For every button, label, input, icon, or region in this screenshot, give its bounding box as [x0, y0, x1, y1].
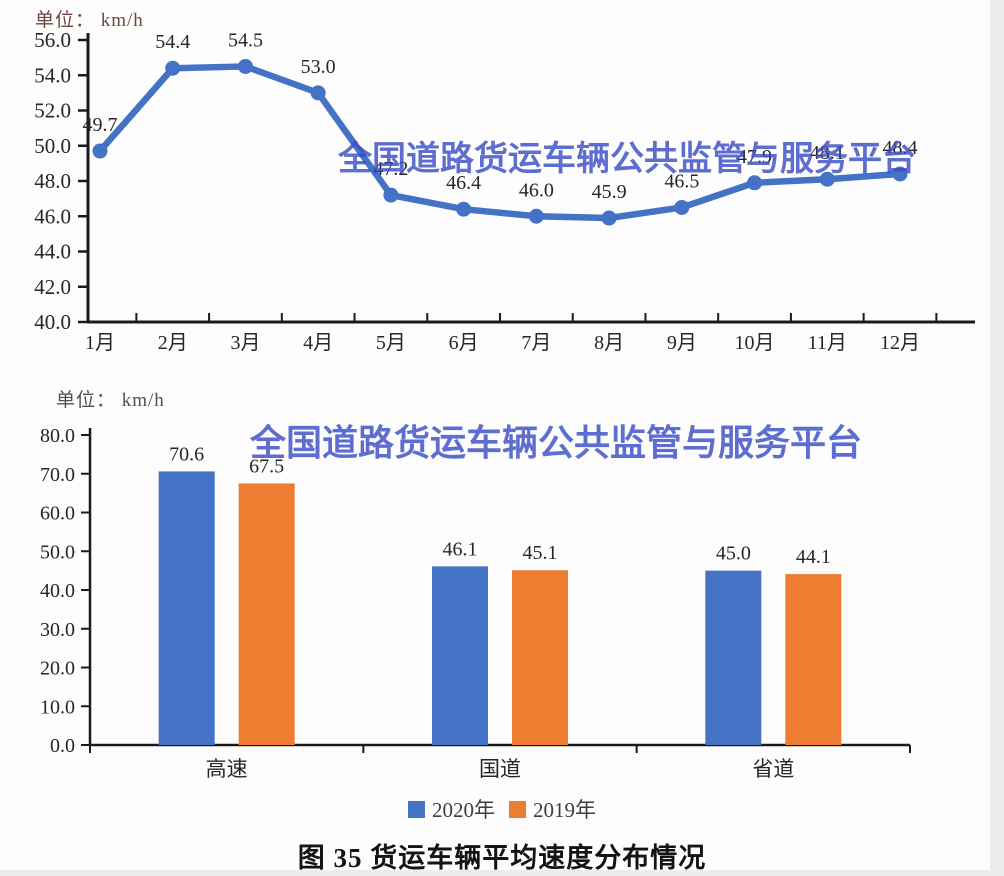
- bar-2019年-国道: [512, 570, 568, 745]
- bar-2020年-省道: [705, 570, 762, 745]
- x-tick-label: 6月: [449, 332, 479, 354]
- x-tick-label: 12月: [880, 332, 920, 354]
- bar-value-label: 44.1: [796, 546, 831, 568]
- data-point-label: 54.4: [155, 31, 190, 53]
- line-chart-unit-label: 单位： km/h: [35, 10, 144, 31]
- x-tick-label: 11月: [808, 332, 847, 354]
- x-tick-label: 1月: [85, 332, 115, 354]
- data-point-label: 49.7: [83, 114, 118, 136]
- y-tick-label: 20.0: [40, 658, 75, 680]
- bar-2019年-高速: [238, 483, 295, 745]
- data-point-label: 48.4: [883, 137, 918, 159]
- data-point-label: 47.9: [737, 146, 772, 168]
- legend-label: 2020年: [432, 798, 495, 822]
- data-point-label: 53.0: [301, 56, 336, 78]
- data-point-marker: [747, 175, 763, 191]
- figure-caption: 图 35 货运车辆平均速度分布情况: [297, 843, 707, 873]
- bar-value-label: 45.0: [716, 543, 751, 565]
- line-series: [96, 63, 904, 222]
- x-tick-label: 7月: [521, 332, 551, 354]
- data-point-marker: [383, 187, 399, 203]
- x-category-label: 国道: [479, 757, 521, 781]
- bar-2019年-省道: [785, 574, 842, 745]
- data-point-label: 47.2: [373, 158, 408, 180]
- data-point-marker: [528, 208, 544, 224]
- legend-label: 2019年: [533, 798, 596, 822]
- data-point-label: 54.5: [228, 29, 263, 51]
- data-point-label: 46.0: [519, 179, 554, 201]
- line-chart: 40.0 42.0 44.0 46.0 48.0 50.0 52.0 54.0 56.0 1月 2月…: [34, 28, 975, 354]
- y-tick-label: 48.0: [34, 169, 71, 193]
- scan-edge-bottom: [0, 870, 1004, 876]
- data-point-marker: [819, 171, 835, 187]
- y-tick-label: 54.0: [34, 63, 71, 87]
- x-tick-label: 9月: [667, 332, 697, 354]
- bar-2020年-高速: [158, 471, 215, 745]
- y-tick-label: 70.0: [40, 464, 75, 486]
- bar-2020年-国道: [432, 566, 488, 745]
- bar-value-label: 67.5: [249, 455, 284, 477]
- y-tick-label: 50.0: [34, 134, 71, 158]
- x-tick-label: 3月: [230, 332, 260, 354]
- data-point-label: 46.4: [446, 172, 481, 194]
- x-category-label: 高速: [206, 757, 248, 781]
- data-point-label: 45.9: [592, 181, 627, 203]
- legend-swatch: [408, 800, 425, 818]
- bar-value-label: 45.1: [523, 542, 558, 564]
- data-point-marker: [892, 166, 908, 182]
- data-point-marker: [92, 143, 108, 159]
- data-point-label: 48.1: [810, 142, 845, 164]
- y-tick-label: 40.0: [34, 310, 71, 334]
- data-point-marker: [674, 199, 690, 215]
- x-category-label: 省道: [752, 757, 794, 781]
- y-tick-label: 42.0: [34, 275, 71, 299]
- y-tick-label: 46.0: [34, 204, 71, 228]
- y-tick-label: 56.0: [34, 28, 71, 52]
- scan-edge-right: [990, 0, 1004, 876]
- x-tick-label: 10月: [735, 332, 775, 354]
- data-point-marker: [310, 85, 326, 101]
- bar-chart: 0.0 10.0 20.0 30.0 40.0 50.0 60.0 70.0 80.0 高速 国道 省…: [40, 425, 911, 781]
- x-tick-label: 4月: [303, 332, 333, 354]
- data-point-marker: [165, 60, 181, 76]
- legend-item-2020年: 2020年: [408, 794, 495, 824]
- data-point-marker: [456, 201, 472, 217]
- legend-swatch: [509, 800, 526, 818]
- y-tick-label: 44.0: [34, 240, 71, 264]
- watermark-line-chart: 全国道路货运车辆公共监管与服务平台: [338, 140, 916, 178]
- y-tick-label: 10.0: [40, 696, 75, 718]
- y-tick-label: 40.0: [40, 580, 75, 602]
- bar-chart-unit-label: 单位： km/h: [56, 390, 165, 411]
- watermark-bar-chart: 全国道路货运车辆公共监管与服务平台: [250, 422, 863, 463]
- x-tick-label: 8月: [594, 332, 624, 354]
- y-tick-label: 60.0: [40, 503, 75, 525]
- y-tick-label: 80.0: [40, 425, 75, 447]
- y-tick-label: 50.0: [40, 541, 75, 563]
- bar-value-label: 46.1: [443, 538, 478, 560]
- legend-item-2019年: 2019年: [509, 794, 596, 824]
- x-tick-label: 2月: [158, 332, 188, 354]
- y-tick-label: 52.0: [34, 99, 71, 123]
- bar-value-label: 70.6: [169, 443, 204, 465]
- bar-chart-legend: 2020年 2019年: [0, 794, 1004, 824]
- y-tick-label: 0.0: [50, 735, 75, 757]
- x-tick-label: 5月: [376, 332, 406, 354]
- data-point-label: 46.5: [664, 170, 699, 192]
- data-point-marker: [601, 210, 617, 226]
- y-tick-label: 30.0: [40, 619, 75, 641]
- data-point-marker: [237, 58, 253, 74]
